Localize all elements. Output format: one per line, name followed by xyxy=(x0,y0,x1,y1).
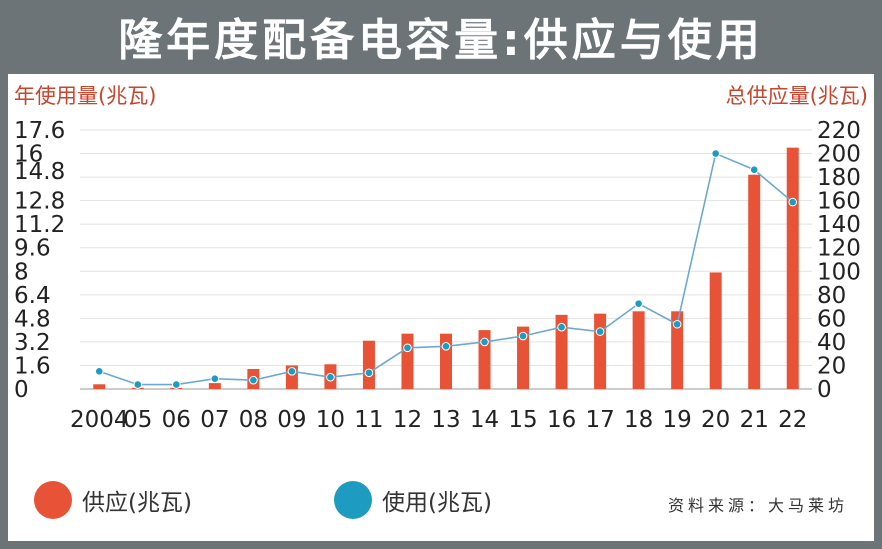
legend-item-use: 使用(兆瓦) xyxy=(334,481,492,519)
left-axis-title: 年使用量(兆瓦) xyxy=(14,84,157,108)
x-tick-label: 19 xyxy=(663,407,692,433)
supply-bar xyxy=(748,174,761,389)
y-right-tick-label: 60 xyxy=(817,306,846,332)
y-right-tick-label: 160 xyxy=(817,189,861,215)
use-point xyxy=(518,331,528,341)
y-right-tick-label: 80 xyxy=(817,283,846,309)
x-tick-label: 21 xyxy=(740,407,769,433)
y-left-tick-label: 9.6 xyxy=(14,236,51,262)
y-right-tick-label: 180 xyxy=(817,165,861,191)
use-point xyxy=(326,372,335,382)
x-tick-label: 06 xyxy=(162,407,191,433)
supply-bar xyxy=(786,147,799,389)
use-point xyxy=(557,322,566,332)
y-left-tick-label: 12.8 xyxy=(14,189,65,215)
x-tick-label: 2004 xyxy=(70,407,129,433)
use-point xyxy=(788,197,798,207)
y-left-tick-label: 17.6 xyxy=(14,118,65,144)
use-point xyxy=(749,165,759,175)
source-note: 资料来源：大马莱坊 xyxy=(667,496,848,515)
supply-bar xyxy=(517,326,530,389)
x-tick-label: 17 xyxy=(585,407,614,433)
x-tick-label: 22 xyxy=(778,407,807,433)
use-point xyxy=(480,337,489,347)
supply-bar xyxy=(362,340,375,389)
use-point xyxy=(595,327,605,336)
use-point xyxy=(94,367,104,376)
use-point xyxy=(711,149,720,158)
use-point xyxy=(133,380,143,389)
y-right-tick-label: 20 xyxy=(817,353,846,379)
y-right-tick-label: 100 xyxy=(817,259,861,285)
legend-swatch-use xyxy=(334,481,372,519)
y-right-tick-label: 200 xyxy=(817,142,861,168)
y-left-tick-label: 16 xyxy=(14,142,43,168)
use-point xyxy=(672,319,682,329)
x-tick-label: 09 xyxy=(277,407,306,433)
supply-bar xyxy=(632,311,645,389)
y-left-tick-label: 1.6 xyxy=(14,353,51,379)
chart-title: 隆年度配备电容量:供应与使用 xyxy=(118,15,764,66)
y-left-tick-label: 11.2 xyxy=(14,212,65,238)
y-left-tick-label: 8 xyxy=(14,259,29,285)
supply-bar xyxy=(208,383,221,389)
y-right-tick-label: 0 xyxy=(817,377,832,403)
use-point xyxy=(172,380,181,389)
y-left-tick-label: 14.8 xyxy=(14,159,65,185)
y-left-tick-label: 6.4 xyxy=(14,283,51,309)
use-point xyxy=(441,342,451,351)
supply-bar xyxy=(401,333,414,389)
y-right-tick-label: 120 xyxy=(817,236,861,262)
x-tick-label: 18 xyxy=(624,407,653,433)
y-left-tick-label: 0 xyxy=(14,377,29,403)
y-right-tick-label: 220 xyxy=(817,118,861,144)
legend-label-supply: 供应(兆瓦) xyxy=(82,490,192,516)
use-point xyxy=(364,368,374,378)
use-point xyxy=(634,299,643,308)
x-tick-label: 10 xyxy=(316,407,345,433)
x-tick-label: 13 xyxy=(431,407,460,433)
supply-bar xyxy=(671,311,684,389)
x-tick-label: 15 xyxy=(508,407,537,433)
x-tick-label: 07 xyxy=(200,407,229,433)
legend-label-use: 使用(兆瓦) xyxy=(382,490,492,516)
supply-bar xyxy=(709,272,722,389)
x-tick-label: 16 xyxy=(547,407,576,433)
use-point xyxy=(287,367,297,376)
supply-bar xyxy=(440,333,452,389)
legend-swatch-supply xyxy=(34,481,72,519)
y-right-tick-label: 40 xyxy=(817,330,846,356)
y-left-tick-label: 3.2 xyxy=(14,330,51,356)
x-tick-label: 12 xyxy=(393,407,422,433)
x-tick-label: 20 xyxy=(701,407,730,433)
y-right-tick-label: 140 xyxy=(817,212,861,238)
right-axis-title: 总供应量(兆瓦) xyxy=(725,84,868,108)
supply-bar xyxy=(93,384,106,389)
use-point xyxy=(249,375,258,385)
use-point xyxy=(210,374,220,383)
chart-panel xyxy=(8,74,874,541)
x-tick-label: 05 xyxy=(123,407,152,433)
legend-item-supply: 供应(兆瓦) xyxy=(34,481,192,519)
y-left-tick-label: 4.8 xyxy=(14,306,51,332)
supply-bar xyxy=(594,313,607,389)
x-tick-label: 14 xyxy=(470,407,499,433)
use-point xyxy=(403,343,412,353)
x-tick-label: 11 xyxy=(354,407,383,433)
x-tick-label: 08 xyxy=(239,407,268,433)
supply-bar xyxy=(555,314,568,389)
